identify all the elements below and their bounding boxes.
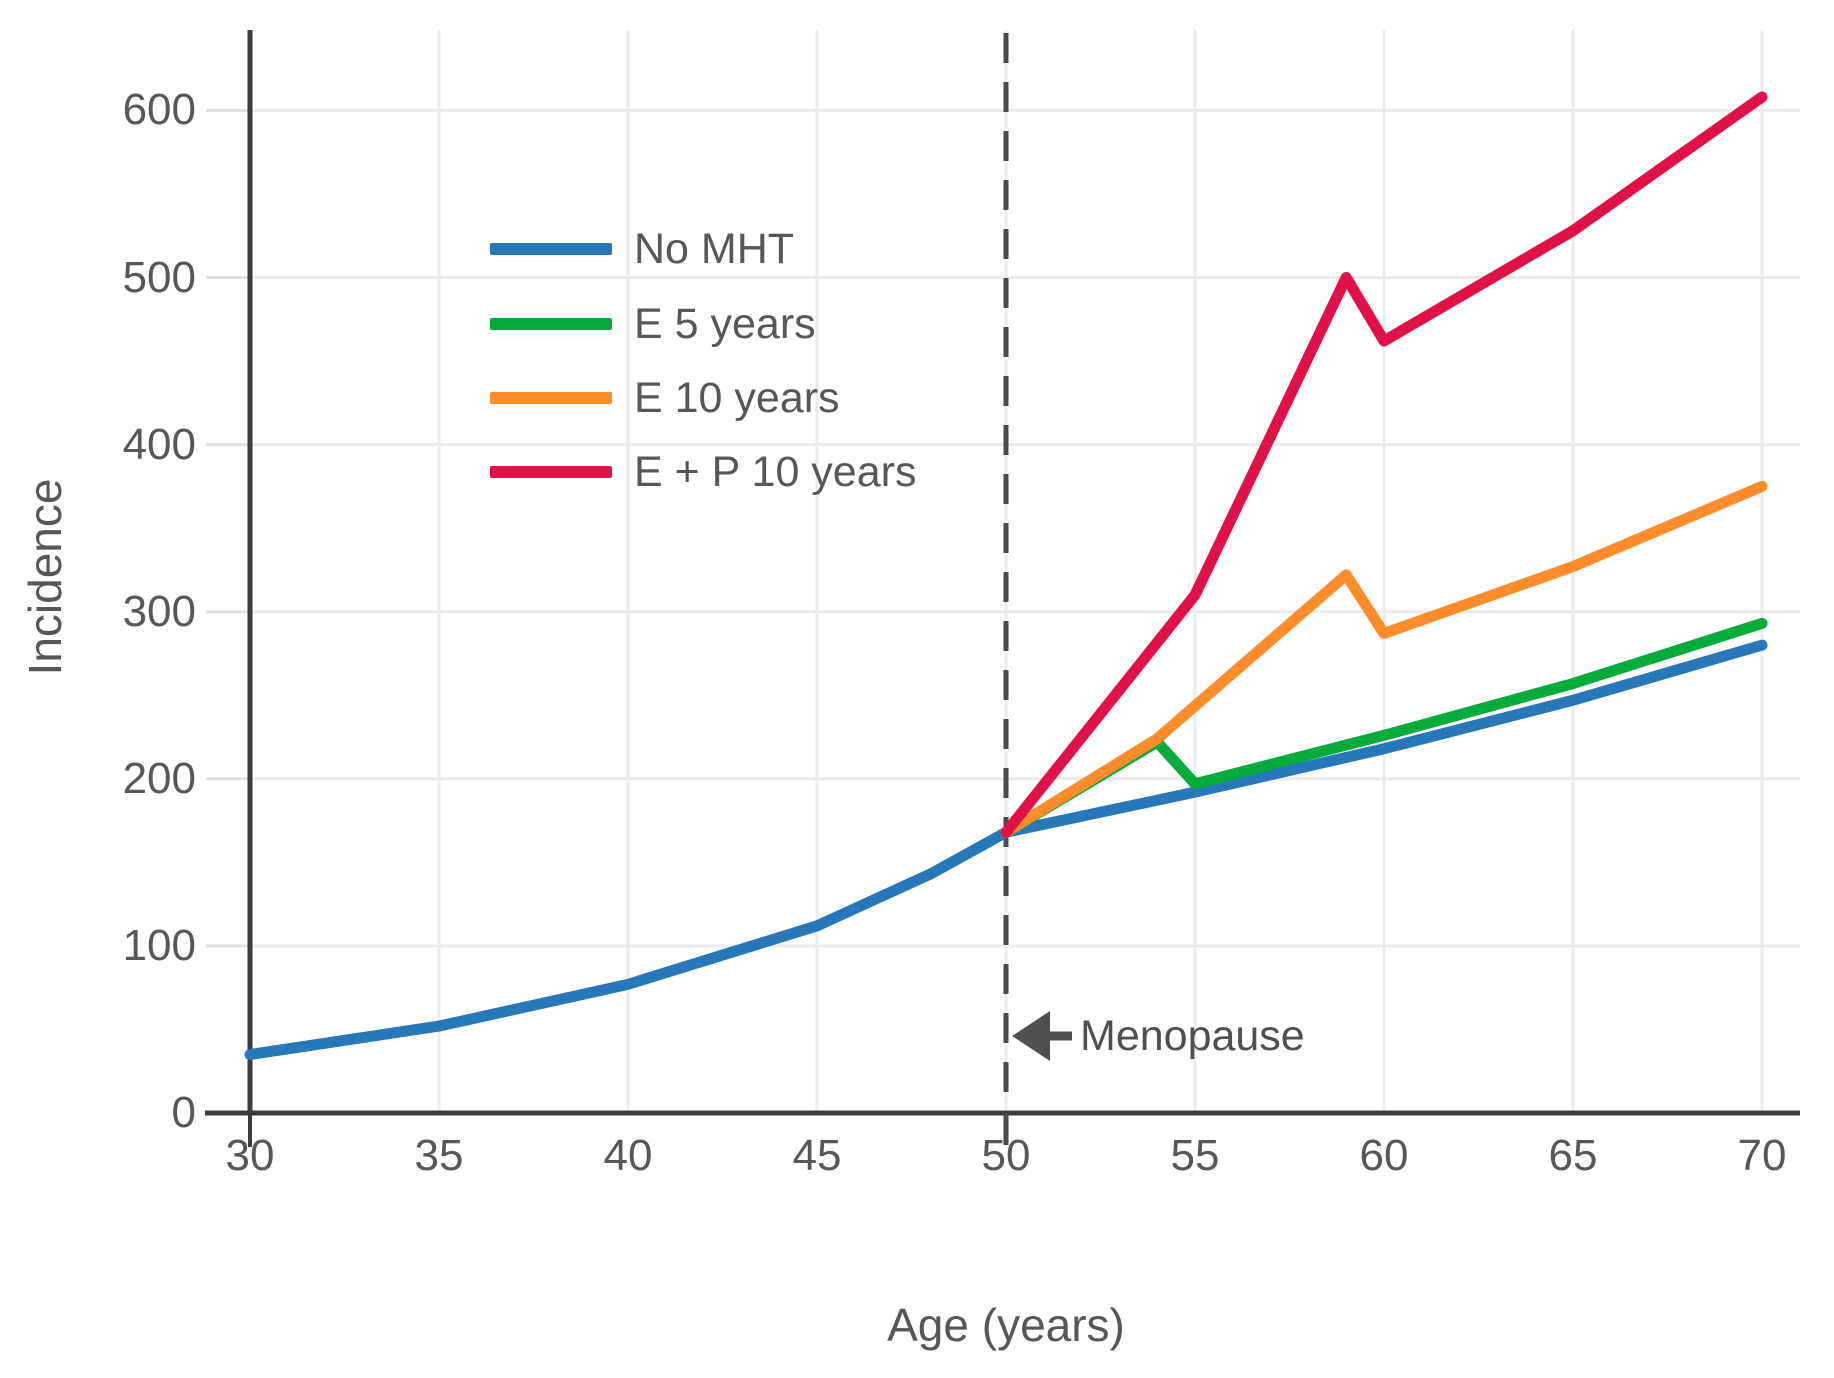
series-line-e-10-years	[1000, 480, 1768, 838]
legend-label: E 10 years	[634, 374, 840, 422]
x-tick-label: 65	[1548, 1131, 1598, 1180]
y-tick-label: 100	[122, 920, 196, 970]
x-tick-label: 70	[1737, 1131, 1787, 1180]
y-tick-label: 0	[171, 1088, 196, 1137]
x-axis-label: Age (years)	[887, 1299, 1125, 1351]
y-tick-label: 400	[122, 419, 196, 469]
x-tick-label: 30	[225, 1131, 275, 1180]
legend-item-e-p-10-years: E + P 10 years	[490, 442, 916, 502]
x-tick-label: 60	[1359, 1131, 1409, 1180]
legend-label: E 5 years	[634, 300, 816, 348]
legend-label: E + P 10 years	[634, 448, 917, 496]
y-tick-label: 300	[122, 586, 196, 636]
legend-item-no-mht: No MHT	[490, 219, 794, 279]
legend-swatch-e-5-years	[490, 318, 612, 330]
legend-item-e-5-years: E 5 years	[490, 294, 816, 354]
x-tick-label: 40	[603, 1131, 653, 1180]
y-tick-label: 600	[122, 85, 196, 135]
x-tick-label: 50	[981, 1131, 1031, 1180]
menopause-annotation-label: Menopause	[1080, 1012, 1305, 1060]
legend-item-e-10-years: E 10 years	[490, 368, 840, 428]
y-tick-label: 500	[122, 252, 196, 302]
x-tick-label: 35	[414, 1131, 464, 1180]
y-axis-label: Incidence	[19, 478, 71, 676]
legend-swatch-e-10-years	[490, 392, 612, 404]
legend-swatch-e-p-10-years	[490, 466, 612, 478]
x-tick-label: 45	[792, 1131, 842, 1180]
menopause-arrow-icon	[1012, 1011, 1050, 1061]
series-line-no-mht	[244, 639, 1768, 1061]
legend-label: No MHT	[634, 225, 795, 273]
legend-swatch-no-mht	[490, 243, 612, 255]
y-tick-label: 200	[122, 753, 196, 803]
x-tick-label: 55	[1170, 1131, 1220, 1180]
series-line-e-p-10-years	[1000, 91, 1768, 838]
